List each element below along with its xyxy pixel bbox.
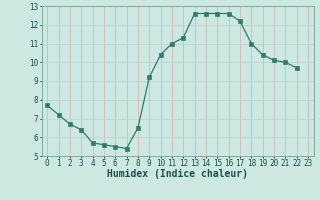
X-axis label: Humidex (Indice chaleur): Humidex (Indice chaleur) <box>107 169 248 179</box>
